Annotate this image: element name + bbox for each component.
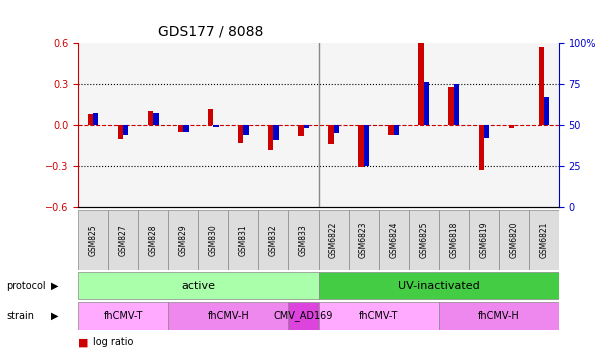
Text: GSM6818: GSM6818 [450, 222, 458, 258]
Text: GSM6822: GSM6822 [329, 222, 338, 258]
FancyBboxPatch shape [499, 210, 529, 270]
Text: GSM6821: GSM6821 [540, 222, 548, 258]
Bar [238, 125, 243, 143]
Text: GSM830: GSM830 [209, 224, 218, 256]
Bar [388, 125, 394, 135]
FancyBboxPatch shape [439, 302, 559, 330]
Bar [93, 114, 99, 125]
Bar [268, 125, 273, 150]
Text: GSM6820: GSM6820 [510, 222, 518, 258]
Bar [88, 114, 93, 125]
Bar [273, 125, 279, 140]
Text: strain: strain [6, 311, 34, 321]
FancyBboxPatch shape [168, 302, 288, 330]
Text: GSM825: GSM825 [89, 224, 97, 256]
FancyBboxPatch shape [349, 210, 379, 270]
Text: GSM6823: GSM6823 [359, 222, 368, 258]
Bar [538, 47, 544, 125]
Text: GSM6819: GSM6819 [480, 222, 488, 258]
FancyBboxPatch shape [228, 210, 258, 270]
Text: GSM829: GSM829 [179, 224, 188, 256]
FancyBboxPatch shape [529, 210, 559, 270]
Text: UV-inactivated: UV-inactivated [398, 281, 480, 291]
Bar [118, 125, 123, 139]
FancyBboxPatch shape [409, 210, 439, 270]
Bar [418, 41, 424, 125]
FancyBboxPatch shape [439, 210, 469, 270]
FancyBboxPatch shape [288, 210, 319, 270]
Bar [208, 109, 213, 125]
Bar [478, 125, 484, 170]
Bar [364, 125, 369, 166]
FancyBboxPatch shape [138, 210, 168, 270]
Text: active: active [182, 281, 215, 291]
Bar [243, 125, 249, 135]
Text: fhCMV-T: fhCMV-T [103, 311, 143, 321]
FancyBboxPatch shape [319, 272, 559, 299]
Bar [123, 125, 129, 135]
Text: ▶: ▶ [51, 311, 58, 321]
Text: GSM827: GSM827 [119, 224, 127, 256]
Bar [358, 125, 364, 167]
Bar [334, 125, 339, 133]
Text: GSM831: GSM831 [239, 224, 248, 256]
Text: CMV_AD169: CMV_AD169 [274, 311, 333, 321]
FancyBboxPatch shape [78, 272, 319, 299]
Text: fhCMV-H: fhCMV-H [207, 311, 249, 321]
Bar [178, 125, 183, 132]
Text: protocol: protocol [6, 281, 46, 291]
Text: GSM6825: GSM6825 [419, 222, 428, 258]
Text: GSM833: GSM833 [299, 224, 308, 256]
Text: GSM832: GSM832 [269, 224, 278, 256]
Bar [298, 125, 304, 136]
Bar [508, 125, 514, 128]
Bar [454, 84, 459, 125]
Text: log ratio: log ratio [93, 337, 133, 347]
Text: ▶: ▶ [51, 281, 58, 291]
Text: GDS177 / 8088: GDS177 / 8088 [157, 25, 263, 39]
FancyBboxPatch shape [319, 210, 349, 270]
Text: fhCMV-H: fhCMV-H [478, 311, 520, 321]
Bar [484, 125, 489, 138]
Bar [394, 125, 399, 135]
Bar [304, 125, 309, 128]
Text: fhCMV-T: fhCMV-T [359, 311, 398, 321]
Bar [448, 87, 454, 125]
FancyBboxPatch shape [78, 210, 108, 270]
Bar [424, 82, 429, 125]
FancyBboxPatch shape [258, 210, 288, 270]
FancyBboxPatch shape [108, 210, 138, 270]
Text: GSM828: GSM828 [149, 224, 157, 256]
Text: GSM6824: GSM6824 [389, 222, 398, 258]
FancyBboxPatch shape [469, 210, 499, 270]
Bar [213, 125, 219, 127]
Bar [153, 114, 159, 125]
FancyBboxPatch shape [319, 302, 439, 330]
FancyBboxPatch shape [78, 302, 168, 330]
FancyBboxPatch shape [168, 210, 198, 270]
FancyBboxPatch shape [288, 302, 319, 330]
Text: ■: ■ [78, 337, 88, 347]
FancyBboxPatch shape [379, 210, 409, 270]
Bar [148, 111, 153, 125]
Bar [544, 97, 549, 125]
Bar [183, 125, 189, 131]
Bar [328, 125, 334, 144]
FancyBboxPatch shape [198, 210, 228, 270]
